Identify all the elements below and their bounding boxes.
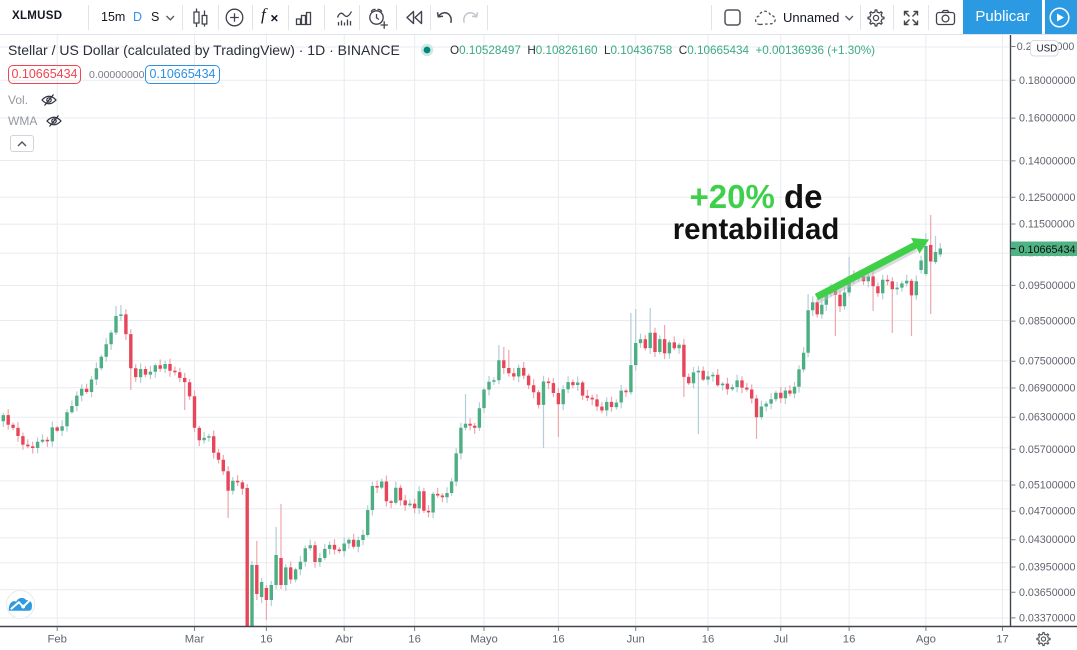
svg-text:Feb: Feb: [47, 634, 66, 646]
svg-text:Jul: Jul: [774, 634, 788, 646]
svg-text:0.18000000: 0.18000000: [1019, 75, 1076, 87]
svg-text:16: 16: [843, 634, 856, 646]
svg-text:0.16000000: 0.16000000: [1019, 113, 1076, 125]
svg-text:0.06900000: 0.06900000: [1019, 383, 1076, 395]
svg-text:0.03370000: 0.03370000: [1019, 612, 1076, 624]
svg-text:Mayo: Mayo: [470, 634, 498, 646]
svg-text:0.03950000: 0.03950000: [1019, 562, 1076, 574]
svg-text:0.2: 0.2: [1017, 41, 1032, 53]
svg-text:0.10665434: 0.10665434: [1019, 244, 1076, 256]
svg-text:16: 16: [702, 634, 715, 646]
svg-text:0.07500000: 0.07500000: [1019, 356, 1076, 368]
svg-text:000: 000: [1057, 41, 1075, 53]
svg-text:Abr: Abr: [335, 634, 353, 646]
svg-text:0.03650000: 0.03650000: [1019, 587, 1076, 599]
svg-text:USD: USD: [1037, 44, 1058, 55]
svg-text:16: 16: [552, 634, 565, 646]
svg-text:0.04700000: 0.04700000: [1019, 506, 1076, 518]
svg-text:0.12500000: 0.12500000: [1019, 192, 1076, 204]
svg-text:0.09500000: 0.09500000: [1019, 280, 1076, 292]
svg-text:17: 17: [996, 634, 1009, 646]
svg-text:0.05100000: 0.05100000: [1019, 480, 1076, 492]
svg-text:0.06300000: 0.06300000: [1019, 412, 1076, 424]
svg-text:0.04300000: 0.04300000: [1019, 534, 1076, 546]
svg-text:0.14000000: 0.14000000: [1019, 155, 1076, 167]
svg-text:Ago: Ago: [916, 634, 936, 646]
svg-text:0.11500000: 0.11500000: [1019, 219, 1075, 231]
svg-text:0.05700000: 0.05700000: [1019, 444, 1076, 456]
svg-text:Mar: Mar: [185, 634, 205, 646]
svg-text:Jun: Jun: [627, 634, 645, 646]
svg-text:0.08500000: 0.08500000: [1019, 316, 1076, 328]
svg-text:16: 16: [260, 634, 273, 646]
svg-text:16: 16: [408, 634, 421, 646]
